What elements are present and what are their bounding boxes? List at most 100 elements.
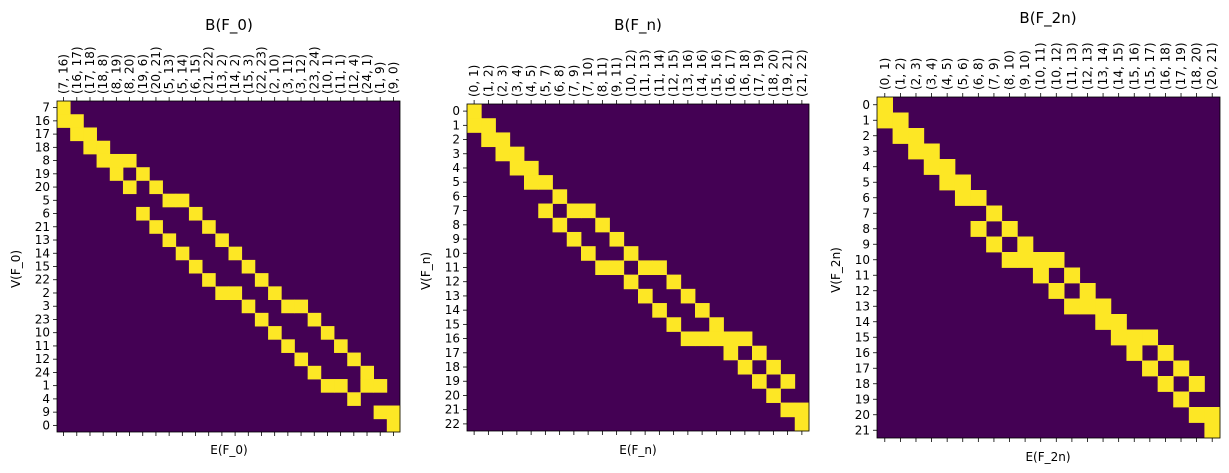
incidence-cell <box>136 167 150 181</box>
incidence-cell <box>83 140 97 155</box>
incidence-cell <box>175 193 190 208</box>
incidence-cell <box>695 303 710 318</box>
y-tick-label: 20 <box>35 180 50 194</box>
incidence-cell <box>581 246 596 261</box>
incidence-cell <box>149 180 163 195</box>
x-tick-label: (24, 1) <box>360 54 374 94</box>
incidence-cell <box>752 374 767 389</box>
y-tick-label: 12 <box>35 352 50 366</box>
incidence-cell <box>723 345 739 361</box>
y-tick-label: 16 <box>855 346 870 360</box>
x-tick-label: (15, 16) <box>709 49 723 97</box>
incidence-cell <box>695 331 710 347</box>
incidence-cell <box>109 153 124 168</box>
y-tick-label: 9 <box>862 237 870 251</box>
incidence-cell <box>680 288 696 304</box>
chart-title: B(F_2n) <box>1019 9 1076 28</box>
incidence-cell <box>360 379 375 393</box>
y-tick-label: 14 <box>35 246 50 260</box>
incidence-cell <box>1173 360 1190 377</box>
incidence-cell <box>638 260 653 276</box>
incidence-cell <box>320 326 335 340</box>
incidence-cell <box>467 118 482 133</box>
y-tick-label: 4 <box>862 160 870 174</box>
incidence-cell <box>970 190 987 206</box>
x-axis-label: E(F_n) <box>619 443 656 457</box>
y-tick-label: 8 <box>452 218 460 232</box>
incidence-cell <box>1095 314 1112 330</box>
x-tick-label: (8, 19) <box>109 54 123 94</box>
x-tick-label: (3, 4) <box>510 65 524 97</box>
x-tick-label: (4, 5) <box>524 65 538 97</box>
incidence-cell <box>96 140 111 155</box>
incidence-cell <box>766 359 781 375</box>
incidence-cell <box>923 159 940 175</box>
incidence-cell <box>1173 391 1190 408</box>
x-tick-label: (10, 12) <box>624 49 638 97</box>
y-tick-label: 2 <box>862 129 870 143</box>
incidence-cell <box>794 402 810 418</box>
y-tick-label: 11 <box>35 339 50 353</box>
incidence-cell <box>892 112 909 129</box>
x-tick-label: (5, 6) <box>956 58 970 90</box>
x-tick-label: (0, 1) <box>467 65 481 97</box>
incidence-cell <box>1110 329 1127 346</box>
incidence-cell <box>1017 236 1034 253</box>
incidence-cell <box>294 352 309 367</box>
incidence-cell <box>481 132 496 148</box>
x-tick-label: (20, 21) <box>1205 42 1219 90</box>
y-tick-label: 10 <box>445 246 460 260</box>
y-tick-label: 17 <box>35 127 50 141</box>
x-tick-label: (5, 14) <box>175 54 189 94</box>
y-tick-label: 16 <box>35 114 50 128</box>
incidence-cell <box>954 174 971 191</box>
incidence-cell <box>162 233 177 248</box>
y-tick-label: 17 <box>445 346 460 360</box>
chart-title: B(F_n) <box>614 16 662 35</box>
incidence-cell <box>609 231 625 247</box>
incidence-cell <box>1188 407 1205 423</box>
incidence-cell <box>1095 298 1112 315</box>
x-tick-label: (13, 2) <box>215 54 229 94</box>
y-tick-label: 9 <box>42 405 50 419</box>
incidence-cell <box>877 97 893 113</box>
incidence-cell <box>986 236 1003 253</box>
y-tick-label: 17 <box>855 361 870 375</box>
incidence-cell <box>228 246 243 261</box>
incidence-cell <box>1064 267 1081 284</box>
incidence-cell <box>241 299 256 314</box>
incidence-cell <box>1032 267 1049 284</box>
y-tick-label: 2 <box>42 286 50 300</box>
x-tick-label: (16, 18) <box>738 49 752 97</box>
incidence-cell <box>1142 360 1159 377</box>
incidence-cell <box>524 160 539 176</box>
incidence-cell <box>70 127 84 142</box>
incidence-cell <box>320 379 335 393</box>
incidence-cell <box>552 189 568 204</box>
y-tick-label: 16 <box>445 332 460 346</box>
incidence-cell <box>923 143 940 160</box>
y-tick-label: 7 <box>862 206 870 220</box>
incidence-cell <box>334 339 348 353</box>
incidence-cell <box>1048 283 1065 299</box>
incidence-cell <box>524 175 539 190</box>
x-tick-label: (8, 10) <box>1003 50 1017 90</box>
y-tick-label: 1 <box>862 113 870 127</box>
incidence-cell <box>467 104 482 119</box>
y-tick-label: 3 <box>42 299 50 313</box>
x-tick-label: (5, 13) <box>162 54 176 94</box>
incidence-cell <box>228 286 243 300</box>
x-tick-label: (13, 14) <box>1096 42 1110 90</box>
x-tick-label: (7, 16) <box>57 54 71 94</box>
x-tick-label: (6, 15) <box>189 54 203 94</box>
incidence-cell <box>57 101 71 115</box>
incidence-cell <box>1017 252 1034 268</box>
y-tick-label: 13 <box>855 299 870 313</box>
x-tick-label: (3, 12) <box>294 54 308 94</box>
y-tick-label: 4 <box>42 392 50 406</box>
incidence-cell <box>386 418 401 433</box>
x-tick-label: (14, 15) <box>1112 42 1126 90</box>
incidence-cell <box>609 260 625 276</box>
incidence-cell <box>986 205 1003 222</box>
y-tick-label: 5 <box>42 193 50 207</box>
